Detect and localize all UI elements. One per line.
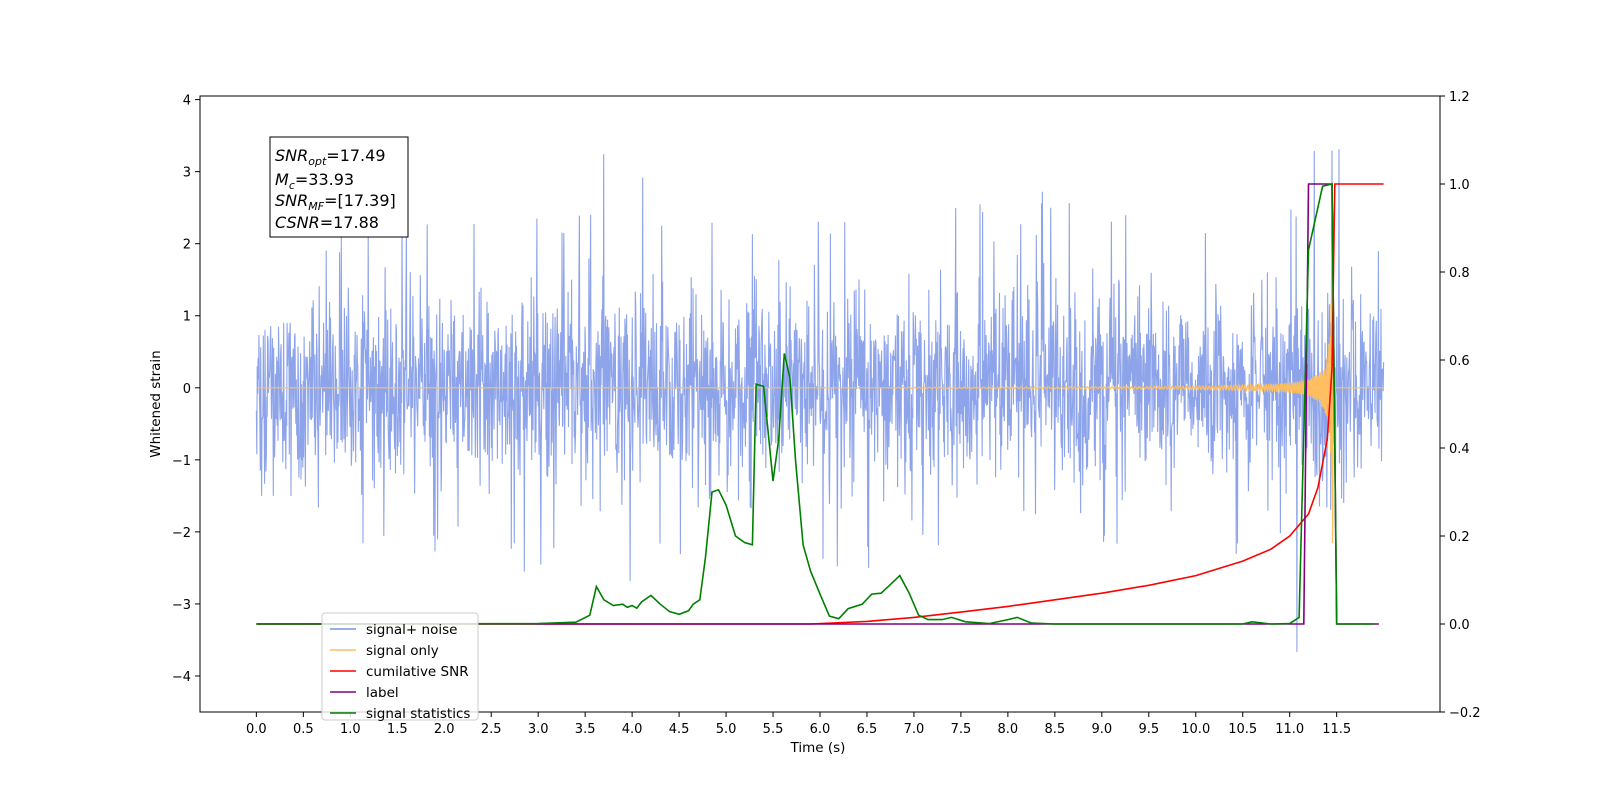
y-tick-label: 1 [183, 310, 191, 325]
x-axis-label: Time (s) [790, 740, 846, 756]
annotation-box: SNRopt=17.49 Mc=33.93 SNRMF=[17.39] CSNR… [269, 136, 409, 238]
y-axis-left: −4 −3 −2 −1 0 1 2 3 4 [172, 94, 200, 685]
y-tick-label: 0 [183, 382, 191, 397]
y-tick-label: −4 [172, 670, 191, 685]
x-tick-label: 4.5 [669, 722, 690, 737]
annotation-frame [269, 136, 409, 238]
x-tick-label: 4.0 [622, 722, 643, 737]
y2-tick-label: 0.8 [1449, 266, 1470, 281]
x-tick-label: 11.5 [1322, 722, 1351, 737]
csnr-text: CSNR=17.88 [275, 213, 379, 232]
x-tick-label: 7.0 [904, 722, 925, 737]
legend-label: cumilative SNR [366, 664, 469, 680]
x-tick-label: 1.5 [387, 722, 408, 737]
x-tick-label: 0.0 [246, 722, 267, 737]
x-tick-label: 10.5 [1228, 722, 1257, 737]
legend-label: signal+ noise [366, 622, 457, 638]
series-signal-only [256, 216, 1384, 543]
legend: signal+ noise signal only cumilative SNR la… [321, 612, 479, 722]
x-tick-label: 8.0 [998, 722, 1019, 737]
series-signal-noise [255, 149, 1385, 653]
y-tick-label: −2 [172, 526, 191, 541]
x-tick-label: 6.0 [810, 722, 831, 737]
y2-tick-label: 0.6 [1449, 354, 1470, 369]
x-tick-label: 10.0 [1181, 722, 1210, 737]
x-tick-label: 5.5 [763, 722, 784, 737]
legend-label: signal statistics [366, 706, 470, 722]
x-tick-label: 9.5 [1138, 722, 1159, 737]
y-axis-label: Whitened strain [148, 350, 164, 457]
y2-tick-label: −0.2 [1449, 706, 1481, 721]
mc-text: Mc=33.93 [275, 170, 354, 192]
x-tick-label: 7.5 [951, 722, 972, 737]
x-tick-label: 2.5 [481, 722, 502, 737]
x-tick-label: 6.5 [857, 722, 878, 737]
legend-label: signal only [366, 643, 439, 659]
y2-tick-label: 0.2 [1449, 530, 1470, 545]
y2-tick-label: 1.0 [1449, 178, 1470, 193]
y2-tick-label: 1.2 [1449, 90, 1470, 105]
y2-tick-label: 0.4 [1449, 442, 1470, 457]
series-layer [255, 149, 1385, 653]
y-tick-label: −3 [172, 598, 191, 613]
y-axis-right: −0.2 0.0 0.2 0.4 0.6 0.8 1.0 1.2 [1440, 90, 1481, 721]
x-tick-label: 3.5 [575, 722, 596, 737]
x-tick-label: 9.0 [1091, 722, 1112, 737]
x-tick-label: 0.5 [293, 722, 314, 737]
x-tick-label: 11.0 [1275, 722, 1304, 737]
snr-opt-text: SNRopt=17.49 [275, 146, 386, 168]
y-tick-label: 2 [183, 238, 191, 253]
y2-tick-label: 0.0 [1449, 618, 1470, 633]
legend-label: label [366, 685, 399, 701]
snr-mf-text: SNRMF=[17.39] [275, 191, 396, 213]
x-axis: 0.0 0.5 1.0 1.5 2.0 2.5 3.0 3.5 4.0 4.5 5.0 5.5 6.0 6… [246, 712, 1351, 737]
series-cumulative-snr [256, 183, 1384, 625]
legend-frame [321, 612, 479, 721]
series-signal-statistics [256, 182, 1375, 625]
legend-entries: signal+ noise signal only cumilative SNR la… [330, 622, 470, 722]
y-tick-label: 3 [183, 166, 191, 181]
x-tick-label: 8.5 [1045, 722, 1066, 737]
x-tick-label: 5.0 [716, 722, 737, 737]
x-tick-label: 1.0 [340, 722, 361, 737]
x-tick-label: 2.0 [434, 722, 455, 737]
y-tick-label: 4 [183, 94, 191, 109]
y-tick-label: −1 [172, 454, 191, 469]
x-tick-label: 3.0 [528, 722, 549, 737]
